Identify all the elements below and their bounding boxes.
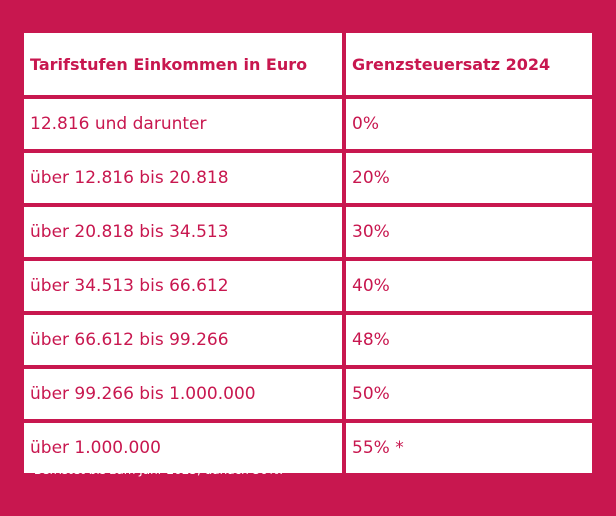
- footnote: * Befristet bis zum Jahr 2025, danach 50…: [24, 463, 284, 477]
- table-header-row: Tarifstufen Einkommen in Euro Grenzsteue…: [24, 33, 592, 95]
- table-row: über 34.513 bis 66.612 40%: [24, 261, 592, 311]
- income-bracket-cell: über 66.612 bis 99.266: [24, 315, 342, 365]
- income-bracket-cell: 12.816 und darunter: [24, 99, 342, 149]
- income-bracket-cell: über 99.266 bis 1.000.000: [24, 369, 342, 419]
- tax-rate-cell: 30%: [346, 207, 592, 257]
- table-row: über 99.266 bis 1.000.000 50%: [24, 369, 592, 419]
- income-bracket-cell: über 20.818 bis 34.513: [24, 207, 342, 257]
- tax-rate-cell: 50%: [346, 369, 592, 419]
- table-row: über 1.000.000 55% *: [24, 423, 592, 473]
- tax-rate-cell: 20%: [346, 153, 592, 203]
- table-row: über 66.612 bis 99.266 48%: [24, 315, 592, 365]
- header-marginal-tax-rate: Grenzsteuersatz 2024: [346, 33, 592, 95]
- income-bracket-cell: über 34.513 bis 66.612: [24, 261, 342, 311]
- table-row: über 20.818 bis 34.513 30%: [24, 207, 592, 257]
- header-income-brackets: Tarifstufen Einkommen in Euro: [24, 33, 342, 95]
- tax-rate-cell: 55% *: [346, 423, 592, 473]
- tax-rate-table: Tarifstufen Einkommen in Euro Grenzsteue…: [24, 33, 592, 477]
- tax-rate-cell: 0%: [346, 99, 592, 149]
- income-bracket-cell: über 1.000.000: [24, 423, 342, 473]
- tax-rate-cell: 40%: [346, 261, 592, 311]
- tax-rate-cell: 48%: [346, 315, 592, 365]
- table-row: 12.816 und darunter 0%: [24, 99, 592, 149]
- income-bracket-cell: über 12.816 bis 20.818: [24, 153, 342, 203]
- table-row: über 12.816 bis 20.818 20%: [24, 153, 592, 203]
